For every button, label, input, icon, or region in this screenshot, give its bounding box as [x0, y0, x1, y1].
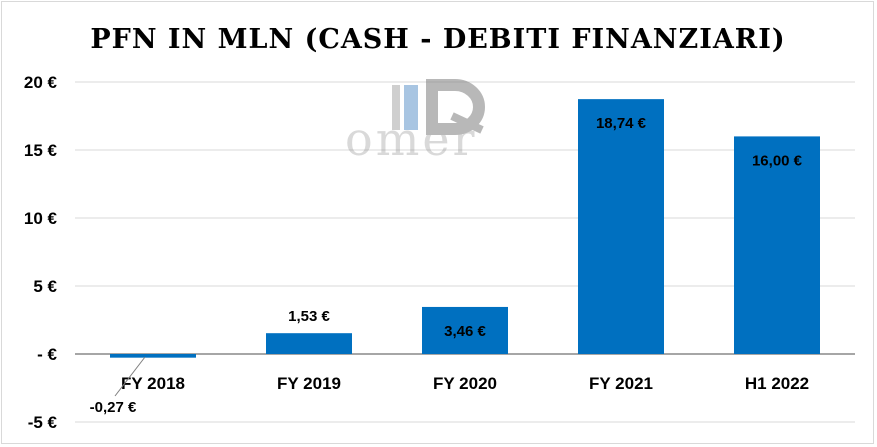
watermark-text: omer	[345, 112, 478, 166]
category-label: FY 2019	[277, 374, 341, 393]
y-tick-label: 20 €	[24, 73, 58, 92]
y-tick-label: 5 €	[33, 277, 57, 296]
bar	[422, 306, 508, 354]
data-label: 18,74 €	[596, 115, 647, 132]
data-label: 16,00 €	[752, 152, 803, 169]
label-leader-line	[114, 356, 146, 397]
data-labels: -0,27 € 1,53 € 3,46 € 18,74 € 16,00 €	[90, 115, 803, 416]
data-label: -0,27 €	[90, 399, 137, 416]
category-label: FY 2021	[589, 374, 653, 393]
y-tick-label: 10 €	[24, 209, 58, 228]
chart-title: PFN IN MLN (CASH - DEBITI FINANZIARI)	[90, 24, 785, 55]
data-label: 1,53 €	[288, 308, 330, 325]
y-tick-label: -5 €	[28, 413, 58, 432]
bar	[578, 99, 664, 354]
data-label: 3,46 €	[444, 323, 486, 340]
y-axis-ticks: 20 € 15 € 10 € 5 € - € -5 €	[24, 73, 58, 432]
y-tick-label: 15 €	[24, 141, 58, 160]
x-axis-categories: FY 2018 FY 2019 FY 2020 FY 2021 H1 2022	[121, 374, 809, 393]
category-label: H1 2022	[745, 374, 809, 393]
y-tick-label: - €	[37, 345, 57, 364]
category-label: FY 2018	[121, 374, 185, 393]
bar	[734, 136, 820, 354]
bar	[110, 354, 196, 358]
bar	[266, 333, 352, 354]
category-label: FY 2020	[433, 374, 497, 393]
bars	[110, 99, 820, 358]
watermark-logo: omer	[345, 79, 485, 166]
